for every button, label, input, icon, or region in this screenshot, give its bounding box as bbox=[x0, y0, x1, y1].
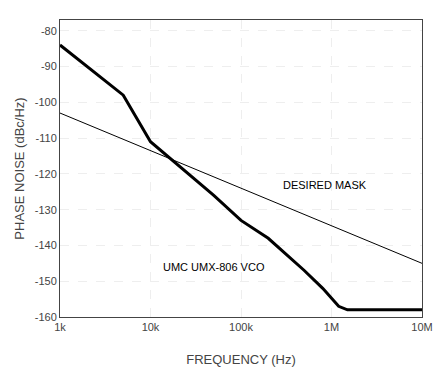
svg-text:DESIRED MASK: DESIRED MASK bbox=[283, 179, 367, 191]
svg-text:-110: -110 bbox=[36, 132, 57, 144]
svg-text:-130: -130 bbox=[35, 204, 57, 216]
svg-text:10k: 10k bbox=[142, 321, 160, 333]
svg-text:FREQUENCY (Hz): FREQUENCY (Hz) bbox=[186, 352, 296, 367]
svg-text:PHASE NOISE (dBc/Hz): PHASE NOISE (dBc/Hz) bbox=[12, 97, 27, 239]
svg-text:-120: -120 bbox=[35, 168, 57, 180]
svg-text:UMC UMX-806 VCO: UMC UMX-806 VCO bbox=[163, 261, 265, 273]
svg-text:-150: -150 bbox=[35, 275, 57, 287]
svg-text:1k: 1k bbox=[54, 321, 66, 333]
svg-text:-80: -80 bbox=[41, 25, 57, 37]
svg-text:-140: -140 bbox=[35, 239, 57, 251]
svg-text:-100: -100 bbox=[35, 96, 57, 108]
svg-text:100k: 100k bbox=[229, 321, 253, 333]
svg-text:-90: -90 bbox=[41, 60, 57, 72]
svg-text:-160: -160 bbox=[35, 311, 57, 323]
svg-text:1M: 1M bbox=[324, 321, 339, 333]
svg-text:10M: 10M bbox=[411, 321, 432, 333]
